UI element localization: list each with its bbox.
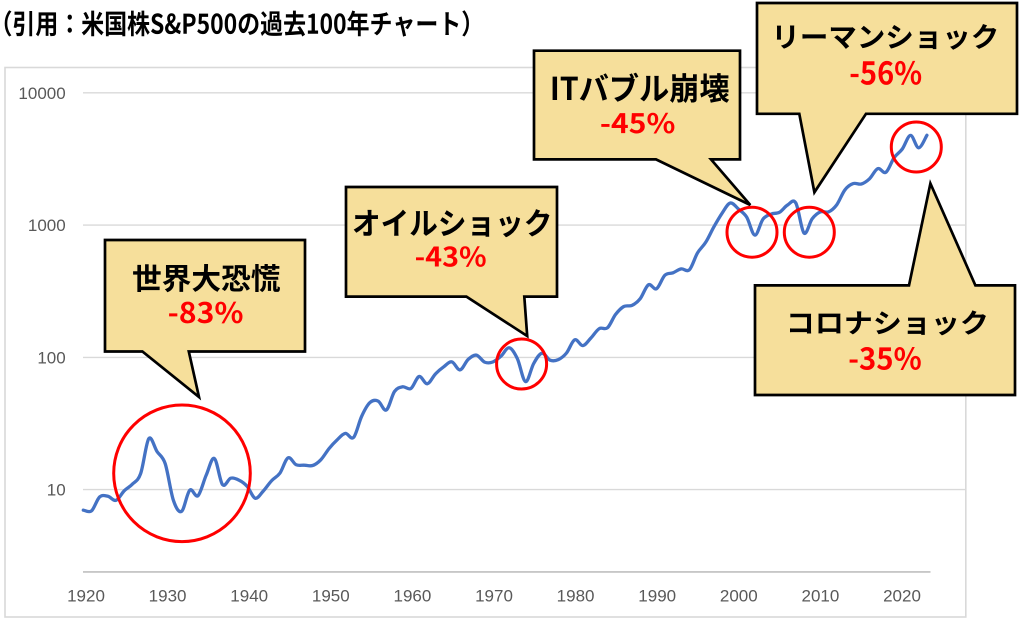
svg-text:1920: 1920	[67, 587, 105, 606]
svg-text:1950: 1950	[312, 587, 350, 606]
svg-text:1990: 1990	[638, 587, 676, 606]
svg-text:100: 100	[37, 348, 65, 367]
svg-text:10000: 10000	[18, 84, 65, 103]
svg-text:1000: 1000	[28, 216, 66, 235]
svg-text:2000: 2000	[720, 587, 758, 606]
svg-text:1970: 1970	[475, 587, 513, 606]
svg-text:1930: 1930	[149, 587, 187, 606]
svg-text:10: 10	[47, 481, 66, 500]
svg-text:2020: 2020	[883, 587, 921, 606]
svg-text:2010: 2010	[801, 587, 839, 606]
svg-text:1960: 1960	[393, 587, 431, 606]
svg-text:1980: 1980	[557, 587, 595, 606]
svg-text:1940: 1940	[230, 587, 268, 606]
